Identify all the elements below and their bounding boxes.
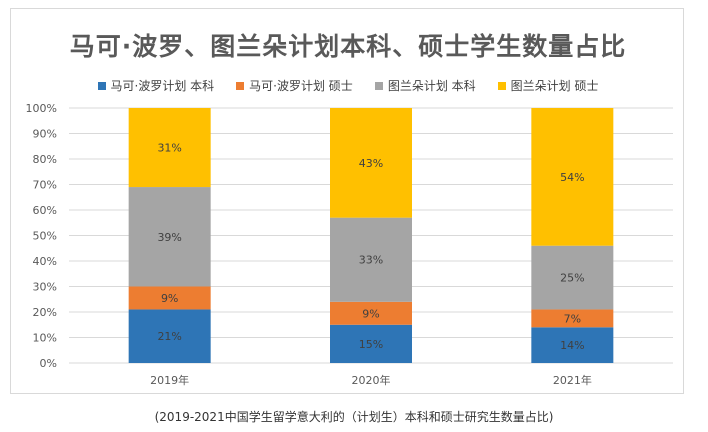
bar-segment <box>531 309 614 328</box>
legend-label: 图兰朵计划 本科 <box>387 79 476 93</box>
data-label: 9% <box>362 307 379 320</box>
x-tick-label: 2019年 <box>150 373 189 387</box>
x-tick-label: 2021年 <box>553 373 592 387</box>
y-tick-label: 90% <box>33 128 57 141</box>
data-label: 21% <box>157 330 181 343</box>
y-tick-label: 30% <box>33 281 57 294</box>
data-label: 7% <box>564 312 581 325</box>
chart-frame: 马可·波罗、图兰朵计划本科、硕士学生数量占比 马可·波罗计划 本科 马可·波罗计划… <box>10 8 684 394</box>
legend-item: 马可·波罗计划 硕士 <box>236 77 353 94</box>
bar-segment <box>531 108 614 246</box>
legend-swatch <box>374 81 383 90</box>
data-label: 43% <box>359 157 383 170</box>
legend-label: 马可·波罗计划 硕士 <box>249 79 353 93</box>
legend-label: 图兰朵计划 硕士 <box>510 79 599 93</box>
legend-swatch <box>97 81 106 90</box>
data-label: 31% <box>157 142 181 155</box>
bar-segment <box>531 245 614 310</box>
data-label: 54% <box>560 171 584 184</box>
legend-item: 图兰朵计划 本科 <box>374 77 476 94</box>
bar-segment <box>531 327 614 363</box>
y-tick-label: 70% <box>33 179 57 192</box>
bar-segment <box>128 187 211 287</box>
bar-segment <box>330 301 412 325</box>
data-label: 9% <box>161 292 178 305</box>
bar-segment <box>330 324 412 363</box>
y-tick-label: 60% <box>33 204 57 217</box>
bar-segment <box>128 108 211 188</box>
y-tick-label: 40% <box>33 255 57 268</box>
y-tick-label: 20% <box>33 306 57 319</box>
bar-segment <box>128 309 211 363</box>
y-tick-label: 10% <box>33 332 57 345</box>
legend-label: 马可·波罗计划 本科 <box>110 79 215 93</box>
y-tick-label: 100% <box>26 102 57 115</box>
data-label: 33% <box>359 254 383 267</box>
chart-title: 马可·波罗、图兰朵计划本科、硕士学生数量占比 <box>69 32 627 61</box>
legend-swatch <box>497 81 506 90</box>
y-tick-label: 0% <box>40 357 57 370</box>
bar-segment <box>128 286 211 310</box>
x-tick-label: 2020年 <box>352 373 391 387</box>
bar-segment <box>330 217 412 302</box>
figure-caption: (2019-2021中国学生留学意大利的（计划生）本科和硕士研究生数量占比) <box>154 410 554 424</box>
legend-item: 图兰朵计划 硕士 <box>497 77 599 94</box>
y-tick-label: 80% <box>33 153 57 166</box>
chart-legend: 马可·波罗计划 本科 马可·波罗计划 硕士 图兰朵计划 本科 图兰朵计划 硕士 <box>11 77 685 94</box>
chart-plot: 0% 10% 20% 30% 40% 50% 60% 70% 80% 90% 100% 21% 9% 39… <box>26 102 673 387</box>
y-tick-label: 50% <box>33 230 57 243</box>
legend-swatch <box>236 81 245 90</box>
bar-segment <box>330 108 412 218</box>
data-label: 14% <box>560 339 584 352</box>
legend-item: 马可·波罗计划 本科 <box>97 77 215 94</box>
data-label: 25% <box>560 272 584 285</box>
data-label: 15% <box>359 338 383 351</box>
data-label: 39% <box>157 231 181 244</box>
